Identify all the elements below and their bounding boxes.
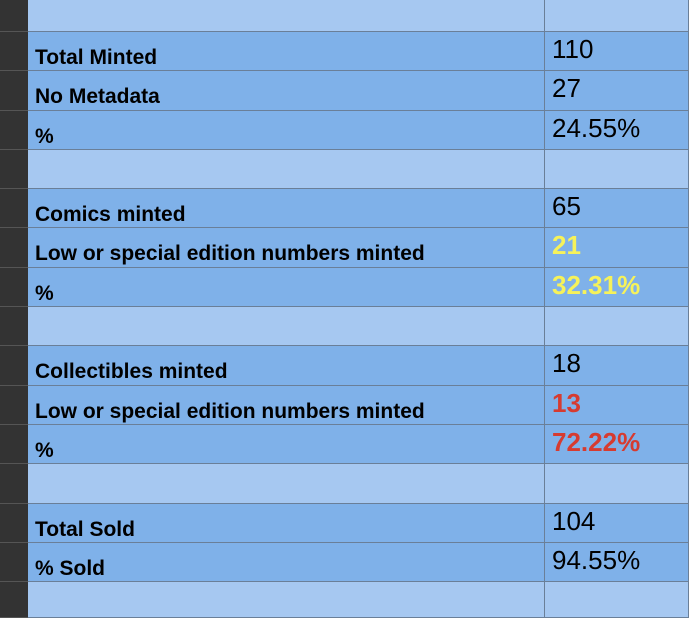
value: 21: [545, 228, 689, 268]
label: Low or special edition numbers minted: [28, 228, 545, 268]
label: Comics minted: [28, 189, 545, 229]
label: %: [28, 424, 545, 465]
value: 32.31%: [545, 267, 689, 308]
value: 94.55%: [545, 542, 689, 583]
value: 27: [545, 71, 689, 111]
label: Low or special edition numbers minted: [28, 385, 545, 425]
value: 110: [545, 32, 689, 72]
value: 104: [545, 503, 689, 543]
label: %: [28, 267, 545, 308]
label: %: [28, 110, 545, 150]
label: Collectibles minted: [28, 346, 545, 386]
value: 65: [545, 189, 689, 229]
value: 13: [545, 385, 689, 425]
label: Total Minted: [28, 32, 545, 72]
value: 18: [545, 346, 689, 386]
label: No Metadata: [28, 71, 545, 111]
label: % Sold: [28, 542, 545, 583]
value: 72.22%: [545, 424, 689, 465]
value: 24.55%: [545, 110, 689, 150]
label: Total Sold: [28, 503, 545, 543]
